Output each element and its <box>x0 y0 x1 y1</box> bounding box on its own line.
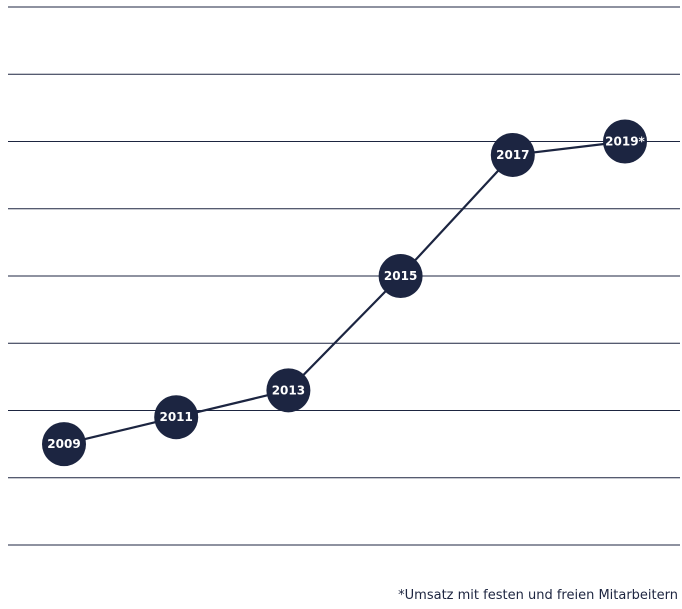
data-point: 2009 <box>42 422 86 467</box>
data-point-label: 2015 <box>384 269 417 283</box>
data-point-marker <box>490 132 535 177</box>
data-point: 2019* <box>603 119 647 164</box>
data-point-marker <box>603 119 647 164</box>
data-point: 2013 <box>266 368 311 413</box>
data-point-label: 2017 <box>496 148 529 162</box>
data-point-marker <box>266 368 311 413</box>
data-point-marker <box>42 422 86 467</box>
data-point: 2017 <box>490 132 535 177</box>
data-point-label: 2013 <box>272 383 305 397</box>
gridlines <box>8 6 680 546</box>
data-point-label: 2011 <box>159 410 192 424</box>
data-point-marker <box>154 395 199 440</box>
data-point: 2015 <box>378 254 423 298</box>
data-point-marker <box>378 254 423 298</box>
data-point-label: 2019* <box>605 135 645 149</box>
data-points: 2009 2011 2013 2015 2017 2019* <box>42 119 647 467</box>
series-line <box>63 140 626 446</box>
data-point-label: 2009 <box>47 437 80 451</box>
footnote: *Umsatz mit festen und freien Mitarbeite… <box>398 588 678 603</box>
data-point: 2011 <box>154 395 199 440</box>
